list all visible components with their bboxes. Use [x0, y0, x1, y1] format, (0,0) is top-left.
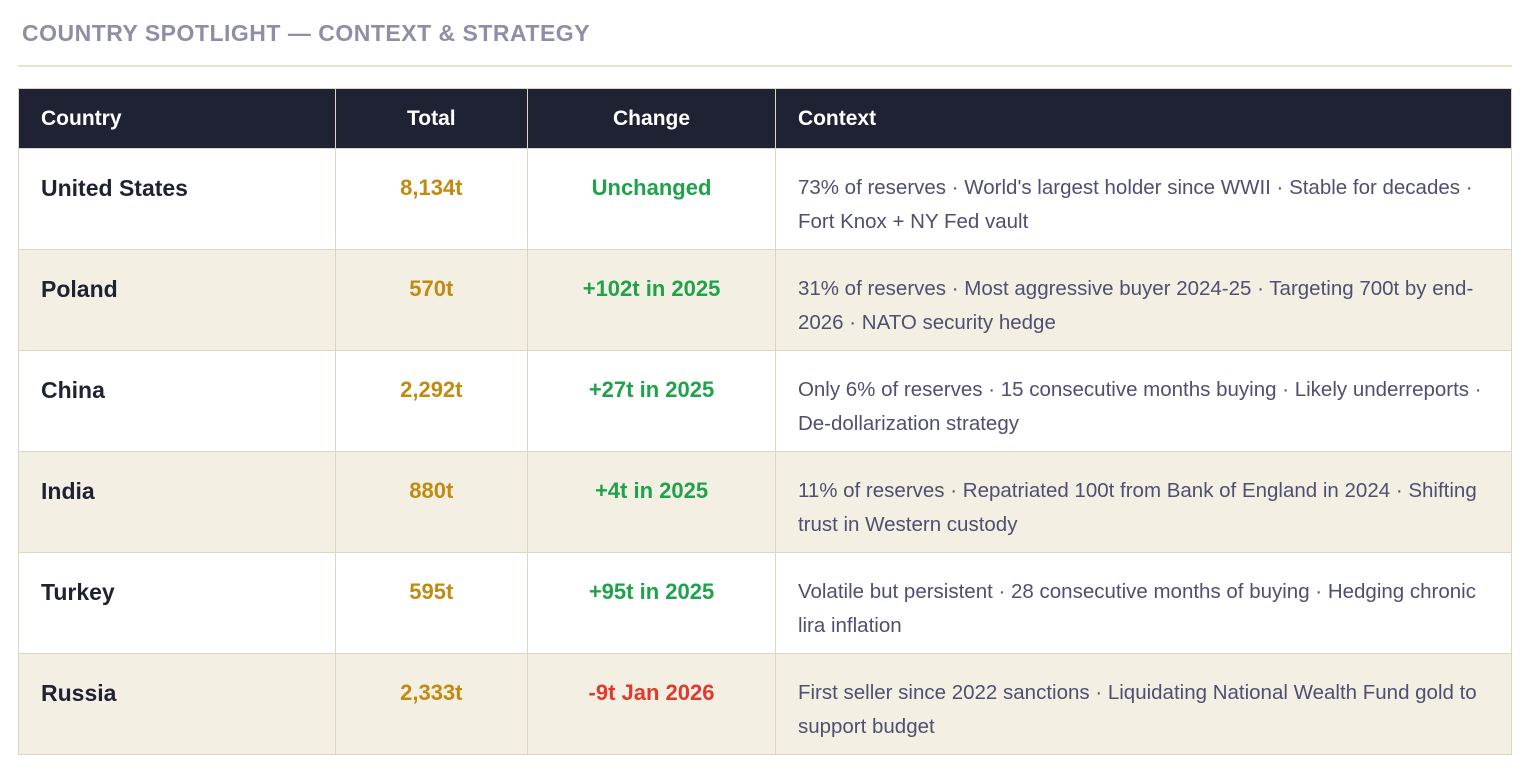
table-row: China 2,292t +27t in 2025 Only 6% of reserv…: [18, 350, 1513, 452]
table-head: Country Total Change Context: [18, 88, 1513, 149]
column-header-change: Change: [527, 88, 776, 149]
change-cell: +95t in 2025: [527, 552, 776, 654]
title-divider: [18, 65, 1512, 67]
context-cell: 11% of reserves · Repatriated 100t from …: [774, 451, 1513, 553]
country-cell: Russia: [18, 653, 336, 755]
column-header-country: Country: [18, 88, 336, 149]
context-cell: 31% of reserves · Most aggressive buyer …: [774, 249, 1513, 351]
table-row: India 880t +4t in 2025 11% of reserves · Re…: [18, 451, 1513, 553]
country-cell: United States: [18, 148, 336, 250]
total-cell: 2,292t: [334, 350, 529, 452]
change-cell: -9t Jan 2026: [527, 653, 776, 755]
country-spotlight-table: Country Total Change Context United Stat…: [18, 88, 1513, 755]
total-cell: 880t: [334, 451, 529, 553]
table-body: United States 8,134t Unchanged 73% of reser…: [18, 148, 1513, 755]
total-cell: 595t: [334, 552, 529, 654]
table-row: Russia 2,333t -9t Jan 2026 First seller sin…: [18, 653, 1513, 755]
table-row: Poland 570t +102t in 2025 31% of reserves ·…: [18, 249, 1513, 351]
change-cell: +4t in 2025: [527, 451, 776, 553]
context-cell: Only 6% of reserves · 15 consecutive mon…: [774, 350, 1513, 452]
table-row: United States 8,134t Unchanged 73% of reser…: [18, 148, 1513, 250]
country-cell: Poland: [18, 249, 336, 351]
change-cell: +102t in 2025: [527, 249, 776, 351]
column-header-context: Context: [774, 88, 1513, 149]
change-cell: +27t in 2025: [527, 350, 776, 452]
country-cell: China: [18, 350, 336, 452]
country-cell: India: [18, 451, 336, 553]
total-cell: 2,333t: [334, 653, 529, 755]
total-cell: 570t: [334, 249, 529, 351]
change-cell: Unchanged: [527, 148, 776, 250]
total-cell: 8,134t: [334, 148, 529, 250]
column-header-total: Total: [334, 88, 529, 149]
table-row: Turkey 595t +95t in 2025 Volatile but persi…: [18, 552, 1513, 654]
context-cell: 73% of reserves · World's largest holder…: [774, 148, 1513, 250]
context-cell: Volatile but persistent · 28 consecutive…: [774, 552, 1513, 654]
context-cell: First seller since 2022 sanctions · Liqu…: [774, 653, 1513, 755]
table-header-row: Country Total Change Context: [18, 88, 1513, 149]
country-cell: Turkey: [18, 552, 336, 654]
section-title: COUNTRY SPOTLIGHT — CONTEXT & STRATEGY: [22, 20, 591, 46]
